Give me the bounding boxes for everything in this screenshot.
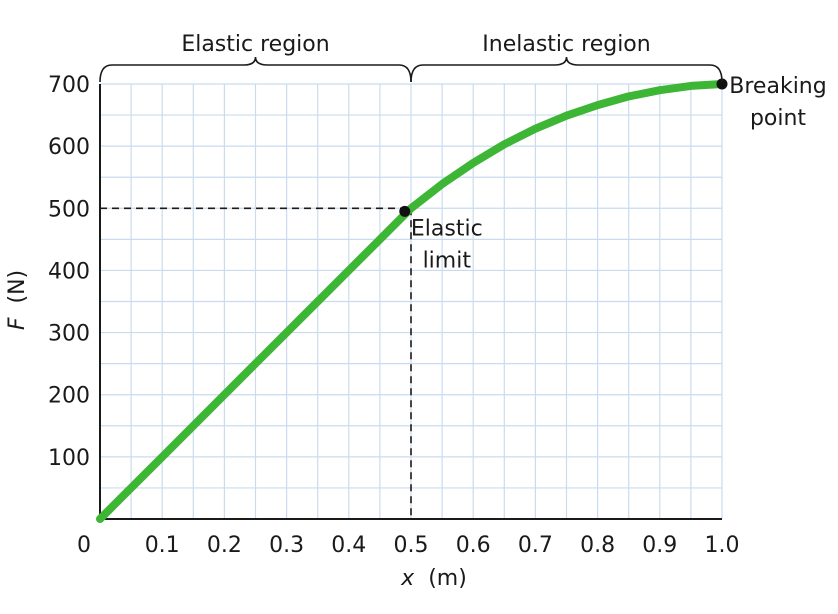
elastic-limit-label: Elastic limit bbox=[411, 216, 483, 273]
y-tick-label: 500 bbox=[48, 197, 90, 222]
series-layer bbox=[96, 80, 726, 523]
x-tick-label: 0.1 bbox=[145, 533, 180, 558]
origin-label: 0 bbox=[77, 533, 91, 558]
y-tick-label: 200 bbox=[48, 384, 90, 409]
grid bbox=[100, 83, 723, 519]
x-tick-label: 0.4 bbox=[331, 533, 366, 558]
y-tick-label: 600 bbox=[48, 135, 90, 160]
y-tick-label: 400 bbox=[48, 259, 90, 284]
y-tick-label: 700 bbox=[48, 73, 90, 98]
x-axis-variable: x bbox=[400, 566, 415, 591]
y-axis-unit: (N) bbox=[5, 270, 30, 304]
tick-labels: 0 0.1 0.2 0.3 0.4 0.5 0.6 0.7 0.8 0.9 1.0 100 200 30… bbox=[48, 73, 740, 558]
x-tick-label: 0.5 bbox=[394, 533, 429, 558]
x-tick-label: 0.9 bbox=[642, 533, 677, 558]
y-axis-variable: F bbox=[5, 317, 30, 330]
elastic-region-brace bbox=[99, 56, 412, 83]
x-tick-label: 0.8 bbox=[580, 533, 615, 558]
annotation-line: limit bbox=[423, 248, 472, 273]
x-tick-label: 1.0 bbox=[705, 533, 740, 558]
elastic-region-label: Elastic region bbox=[181, 32, 329, 57]
x-tick-label: 0.2 bbox=[207, 533, 242, 558]
annotation-line: point bbox=[750, 106, 806, 131]
x-tick-label: 0.7 bbox=[518, 533, 553, 558]
x-axis-title: x (m) bbox=[400, 566, 467, 591]
elastic-limit-point bbox=[399, 205, 411, 217]
y-tick-label: 100 bbox=[48, 446, 90, 471]
y-axis-title: F (N) bbox=[5, 270, 30, 330]
elastic-limit-guides bbox=[100, 207, 412, 519]
points-layer: Elastic limit Breaking point bbox=[399, 74, 827, 273]
annotation-line: Breaking bbox=[729, 74, 826, 99]
breaking-point-point bbox=[716, 78, 728, 90]
x-tick-label: 0.6 bbox=[456, 533, 491, 558]
x-axis-unit: (m) bbox=[428, 566, 467, 591]
region-braces: Elastic region Inelastic region bbox=[99, 32, 723, 83]
inelastic-region-label: Inelastic region bbox=[482, 32, 650, 57]
x-tick-label: 0.3 bbox=[269, 533, 304, 558]
force-extension-curve bbox=[96, 80, 726, 523]
inelastic-region-brace bbox=[410, 56, 723, 83]
y-tick-label: 300 bbox=[48, 322, 90, 347]
breaking-point-label: Breaking point bbox=[729, 74, 826, 131]
annotation-line: Elastic bbox=[411, 216, 483, 241]
axes bbox=[99, 84, 722, 520]
